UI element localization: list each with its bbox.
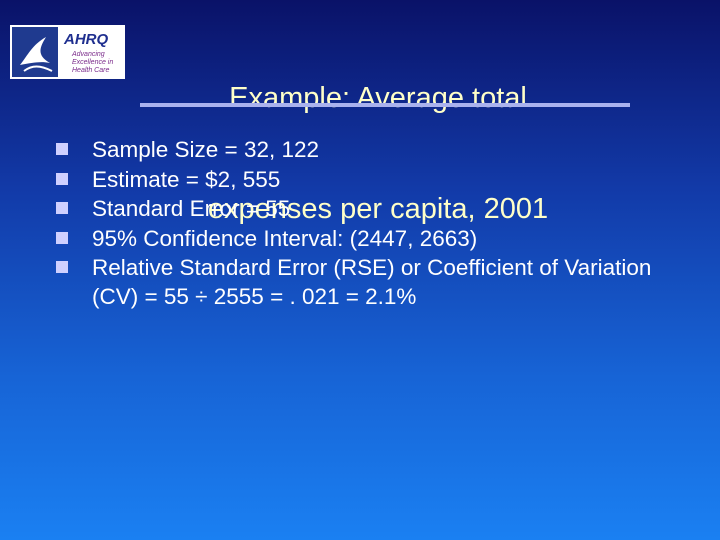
hhs-eagle	[20, 37, 50, 65]
title: Example: Average total expenses per capi…	[130, 6, 626, 302]
logo: AHRQ Advancing Excellence in Health Care	[10, 25, 125, 79]
bullet-list: Sample Size = 32, 122 Estimate = $2, 555 S…	[56, 135, 686, 312]
bullet-text: Sample Size = 32, 122	[92, 137, 320, 162]
bullet-marker	[56, 261, 68, 273]
hhs-swoosh	[23, 65, 53, 72]
bullet-item: Relative Standard Error (RSE) or Coeffic…	[56, 253, 686, 311]
bullet-text: Standard Error = 55	[92, 196, 291, 221]
bullet-text: Estimate = $2, 555	[92, 166, 281, 192]
bullet-marker	[56, 202, 68, 214]
bullet-item: Standard Error = 55	[56, 194, 686, 223]
bullet-marker	[56, 172, 68, 185]
logo-name: AHRQ	[63, 31, 108, 48]
bullet-text: Relative Standard Error (RSE) or Coeffic…	[92, 255, 652, 309]
logo-tagline: Advancing	[71, 51, 105, 58]
logo-graphic: AHRQ Advancing Excellence in Health Care	[12, 27, 113, 77]
bullet-text: 95% Confidence Interval: (2447, 2663)	[92, 225, 478, 251]
title-line: Example: Average total	[229, 82, 527, 114]
logo-tagline: Health Care	[72, 67, 109, 74]
bullet-item: Sample Size = 32, 122	[56, 135, 686, 164]
bullet-item: Estimate = $2, 555	[56, 165, 686, 194]
title-rule	[140, 103, 630, 107]
logo-tagline: Excellence in	[72, 59, 113, 66]
bullet-marker	[56, 231, 68, 244]
bullet-item: 95% Confidence Interval: (2447, 2663)	[56, 224, 686, 253]
bullet-marker	[56, 143, 68, 155]
title-line: expenses per capita, 2001	[207, 193, 549, 225]
